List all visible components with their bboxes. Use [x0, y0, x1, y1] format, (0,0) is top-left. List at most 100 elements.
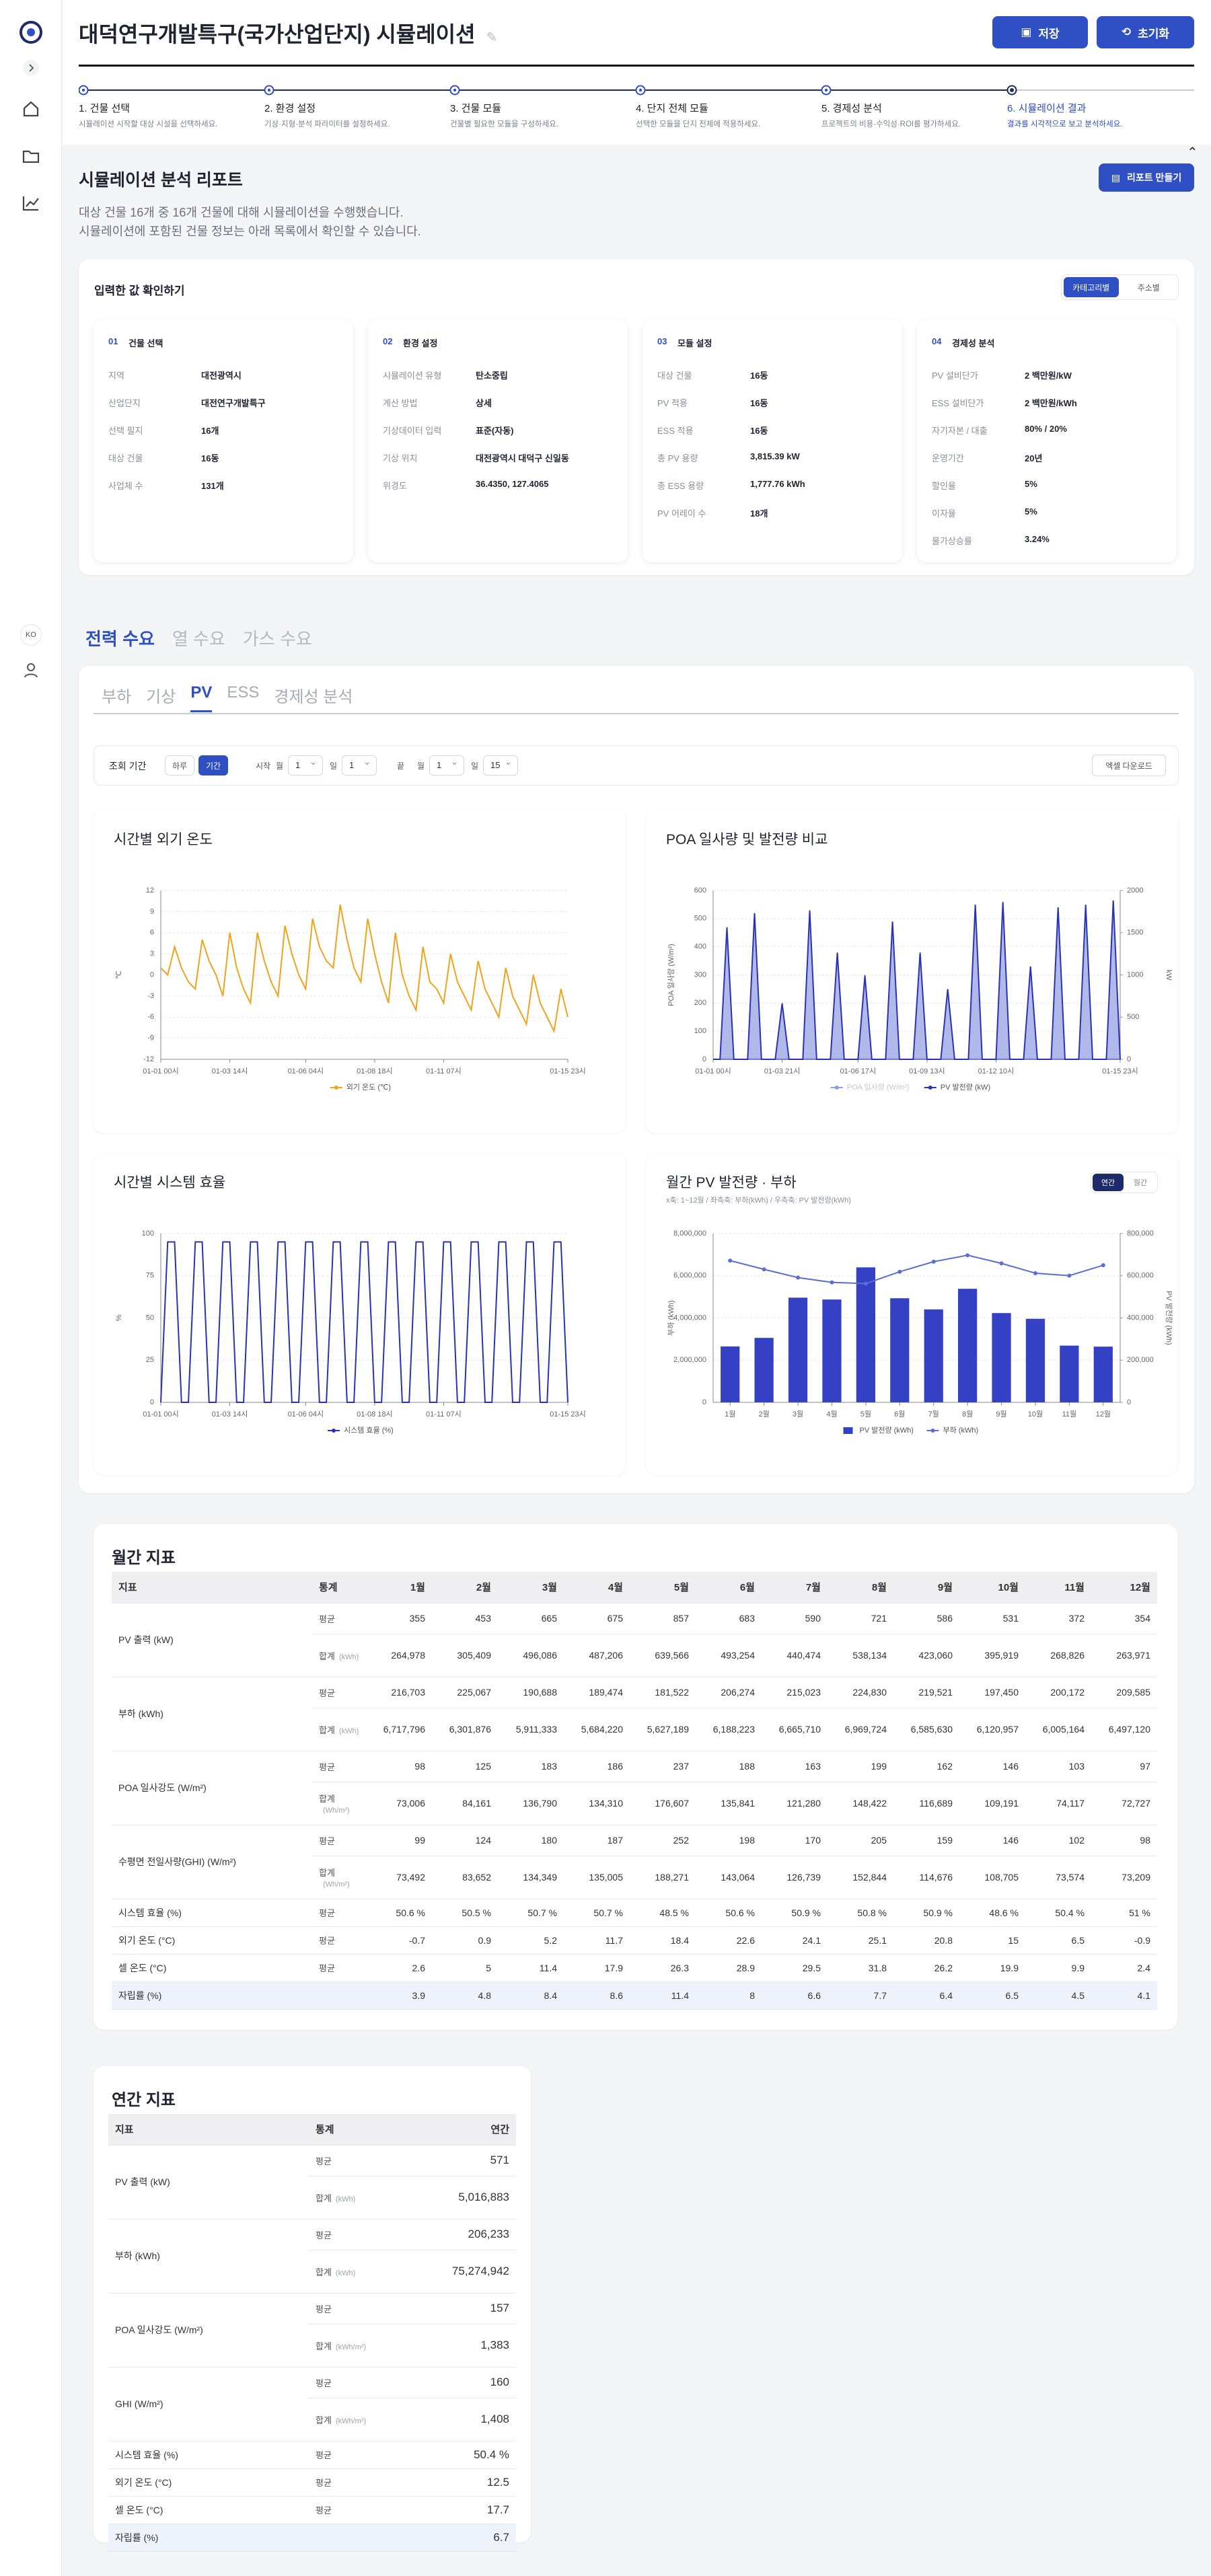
title-text: 대덕연구개발특구(국가산업단지) 시뮬레이션	[79, 22, 476, 46]
y-tick-label: 100	[142, 1229, 154, 1238]
value-cell: 5,627,189	[630, 1708, 696, 1751]
legend-label: PV 발전량 (kW)	[941, 1083, 990, 1092]
value-cell: 50.5 %	[432, 1899, 498, 1927]
date-select[interactable]: 1	[288, 755, 323, 775]
point	[1101, 1263, 1105, 1268]
x-tick-label: 01-06 17시	[840, 1067, 877, 1075]
value-cell: 6.6	[762, 1981, 828, 2010]
chart-icon[interactable]	[22, 194, 40, 213]
demand-tab[interactable]: 전력 수요	[85, 629, 155, 649]
value-cell: 75,274,942	[416, 2250, 516, 2294]
input-group: 04 경제성 분석 PV 설비단가 2 백만원/kW ESS 설비단가 2 백만원/kWh…	[917, 320, 1177, 562]
column-header: 12월	[1091, 1572, 1157, 1603]
stat-cell: 평균	[309, 2367, 416, 2398]
field-value: 2 백만원/kWh	[1025, 398, 1077, 408]
step-desc: 건물별 필요한 모듈을 구성하세요.	[450, 120, 558, 128]
x-tick-label: 01-03 21시	[764, 1067, 801, 1075]
value-cell: 2.4	[1091, 1954, 1157, 1982]
stat-unit: (Wh/m²)	[323, 1881, 350, 1889]
edit-icon[interactable]: ✎	[486, 30, 498, 45]
download-button[interactable]: 엑셀 다운로드	[1092, 755, 1166, 776]
stat-cell: 평균	[312, 1677, 366, 1708]
bar	[958, 1289, 978, 1402]
field-label: 대상 건물	[108, 453, 143, 463]
demand-tab[interactable]: 가스 수요	[242, 629, 312, 649]
field-value: 20년	[1025, 453, 1043, 463]
value-cell: 453	[432, 1603, 498, 1634]
field-label: 운영기간	[932, 453, 964, 463]
line	[160, 1241, 568, 1403]
x-tick-label: 12월	[1096, 1410, 1111, 1418]
sub-tab[interactable]: 부하	[102, 688, 132, 706]
data-row: 시스템 효율 (%) 평균 50.6 % 50.5 % 50.7 % 50.7 % 48.5…	[112, 1899, 1157, 1927]
data-row: 합계 (kWh/m²) 1,408	[108, 2398, 516, 2441]
collapse-button[interactable]: ⌃	[1187, 145, 1198, 160]
value-cell: 50.6 %	[366, 1899, 432, 1927]
data-row: PV 출력 (kW) 평균 355 453 665 675 857 683 590 721 586 5…	[112, 1603, 1157, 1677]
value-cell: 18.4	[630, 1926, 696, 1955]
report-button[interactable]: ▤ 리포트 만들기	[1099, 163, 1194, 192]
value-cell: 219,521	[893, 1677, 959, 1708]
data-row: 합계 (Wh/m²) 73,492 83,652 134,349 135,005 188,2…	[112, 1856, 1157, 1899]
value-cell: 586	[893, 1603, 959, 1634]
toggle-option[interactable]: 카테고리별	[1064, 277, 1119, 297]
stat-label: 평균	[319, 1908, 335, 1918]
value-cell: 189,474	[564, 1677, 630, 1708]
value-cell: 2.6	[366, 1954, 432, 1982]
save-label: 저장	[1038, 27, 1060, 40]
value-cell: 199	[828, 1751, 893, 1782]
stat-label: 평균	[316, 2304, 332, 2314]
stat-label: 평균	[319, 1614, 335, 1624]
metric-cell: 자립률 (%)	[112, 1981, 312, 2010]
folder-icon[interactable]	[22, 147, 40, 165]
legend-label: POA 일사량 (W/m²)	[847, 1082, 910, 1092]
sub-tab[interactable]: 기상	[146, 688, 176, 706]
toggle-option[interactable]: 연간	[1093, 1174, 1124, 1191]
user-icon[interactable]	[22, 660, 40, 679]
sub-tab[interactable]: ESS	[227, 683, 260, 702]
y-tick-label: -3	[147, 992, 154, 1000]
value-cell: 683	[696, 1603, 762, 1634]
point	[1067, 1273, 1072, 1278]
point	[796, 1275, 801, 1280]
toggle-option[interactable]: 월간	[1133, 1179, 1148, 1187]
column-header: 6월	[696, 1572, 762, 1603]
value-cell: 8	[696, 1981, 762, 2010]
value-cell: 183	[498, 1751, 564, 1782]
value-cell: 28.9	[696, 1954, 762, 1982]
value-cell: 8.4	[498, 1981, 564, 2010]
lang-button[interactable]: KO	[20, 624, 42, 646]
stat-label: 평균	[316, 2505, 332, 2515]
data-row: 자립률 (%) 3.9 4.8 8.4 8.6 11.4 8 6.6 7.7 6.4 6.5 4.5 4…	[112, 1981, 1157, 2010]
value-cell: 50.9 %	[762, 1899, 828, 1927]
chart: -12 -9 -6 -3 0 3 6 9 12 01-01 00시 01-03 14시 01-06 0…	[115, 886, 586, 1092]
point	[1033, 1271, 1037, 1275]
field-label: 기상 위치	[383, 453, 418, 463]
x-tick-label: 01-06 04시	[288, 1067, 324, 1075]
mode-button[interactable]: 하루	[165, 755, 194, 775]
sub-tab[interactable]: PV	[190, 683, 213, 712]
legend-label: PV 발전량 (kWh)	[860, 1426, 914, 1435]
chart-title: 월간 PV 발전량 · 부하	[666, 1175, 797, 1190]
mode-button[interactable]: 기간	[198, 755, 228, 775]
home-icon[interactable]	[22, 100, 40, 118]
value-cell: 20.8	[893, 1926, 959, 1955]
date-select[interactable]: 1	[429, 755, 464, 775]
value-cell: 11.7	[564, 1926, 630, 1955]
chart-subtitle: x축: 1~12월 / 좌측축: 부하(kWh) / 우측축: PV 발전량(k…	[666, 1197, 851, 1205]
expand-button[interactable]	[22, 59, 40, 77]
step-dot-core	[638, 88, 643, 92]
date-select[interactable]: 1	[342, 755, 377, 775]
save-button[interactable]: ▣ 저장	[992, 16, 1088, 48]
bar	[788, 1297, 808, 1402]
chart-card: POA 일사량 및 발전량 비교 0 100 200 300 400 500 600 0 500 1…	[646, 810, 1178, 1133]
annual-card: 연간 지표 지표 통계 연간 PV 출력 (kW) 평균 571 합계 (kWh) 5,016,…	[94, 2066, 531, 2552]
toggle-option[interactable]: 주소별	[1137, 282, 1160, 293]
sub-tab[interactable]: 경제성 분석	[274, 688, 353, 706]
date-select[interactable]: 15	[483, 755, 518, 775]
value-cell: 136,790	[498, 1782, 564, 1825]
reset-button[interactable]: ⟲ 초기화	[1097, 16, 1194, 48]
demand-tab[interactable]: 열 수요	[172, 629, 225, 649]
value-cell: 0.9	[432, 1926, 498, 1955]
